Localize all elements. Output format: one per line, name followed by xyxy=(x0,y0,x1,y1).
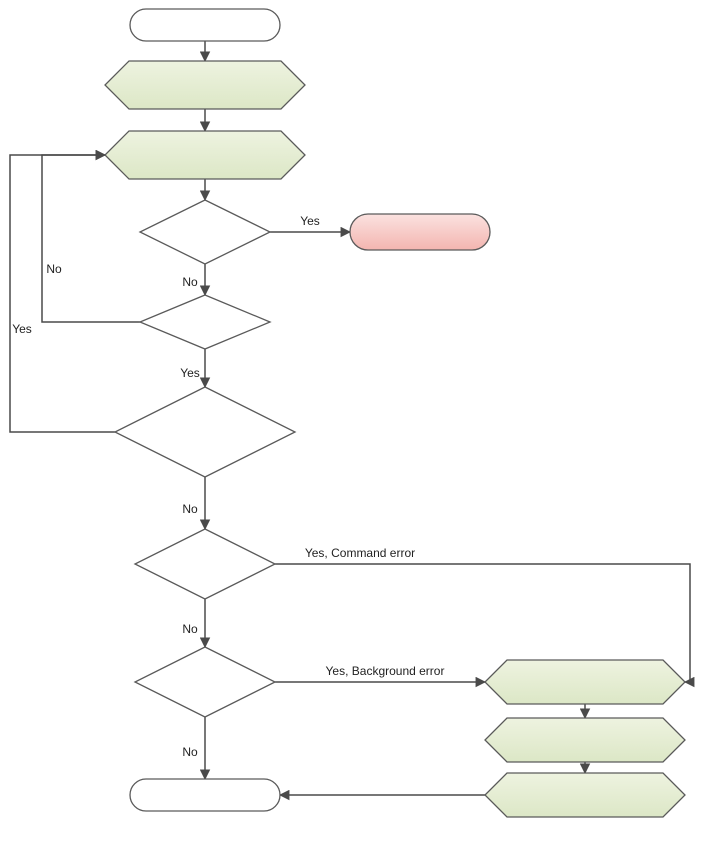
edge-label-cmdTag-readShort: No xyxy=(46,262,62,276)
edge-label-bistErr-writeDone: No xyxy=(182,745,198,759)
flowchart-svg: Yes No No Yes Yes No No Yes, Command error Yes, … xyxy=(0,0,718,842)
edge-label-cmdTag-sysBusy: Yes xyxy=(180,366,200,380)
edge-label-sysBusy-readShort: Yes xyxy=(12,322,32,336)
edge-label-sysBusy-commErr: No xyxy=(182,502,198,516)
edge-label-commErr-readErrHist: Yes, Command error xyxy=(305,546,415,560)
edge-label-emergency-cmdTag: No xyxy=(182,275,198,289)
edge-cmdTag-readShort xyxy=(42,155,140,322)
edge-label-commErr-bistErr: No xyxy=(182,622,198,636)
edge-sysBusy-readShort xyxy=(10,155,115,432)
flowchart-container: Yes No No Yes Yes No No Yes, Command error Yes, … xyxy=(0,0,718,842)
edge-label-bistErr-readErrHist: Yes, Background error xyxy=(326,664,445,678)
edge-label-emergency-handleErr: Yes xyxy=(300,214,320,228)
